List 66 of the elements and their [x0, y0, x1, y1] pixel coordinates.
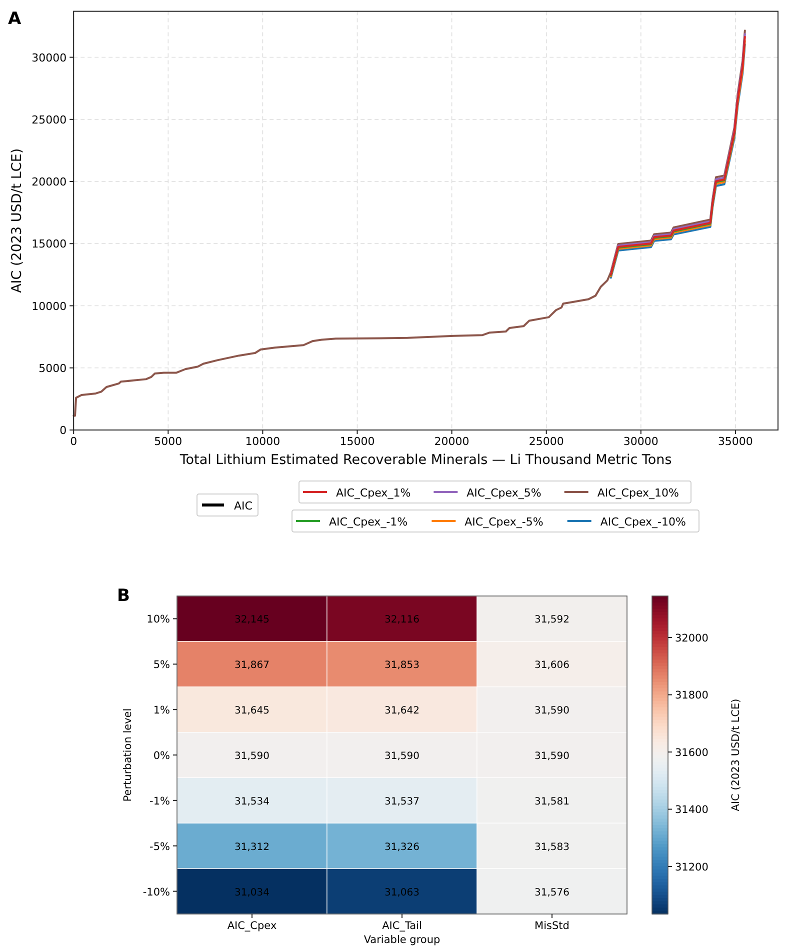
x-tick-label: 10000 [245, 435, 280, 448]
data-label: 31,537 [384, 796, 420, 808]
y-tick-label: 25000 [32, 113, 67, 126]
data-label: 31,312 [234, 842, 270, 853]
data-label: 31,592 [534, 614, 570, 626]
y-tick-label: 20000 [32, 176, 67, 189]
data-label: 31,590 [534, 706, 570, 717]
y-tick-label: -10% [142, 886, 170, 898]
data-label: 31,534 [234, 796, 270, 808]
data-label: 31,853 [384, 660, 420, 672]
color-bar-label: 32000 [675, 632, 708, 645]
color-bar-label: 31800 [675, 690, 708, 702]
legend-label: AIC_Cpex_-5% [464, 516, 544, 528]
x-tick-label: 20000 [434, 435, 470, 448]
y-tick-label: -1% [150, 795, 170, 808]
data-label: 32,145 [234, 614, 270, 626]
y-tick-label: 15000 [32, 238, 67, 251]
legend-label: AIC_Cpex_-1% [329, 516, 408, 528]
data-label: 31,642 [384, 706, 420, 717]
color-bar-label: 31400 [675, 804, 708, 816]
x-tick-label: 0 [70, 435, 78, 448]
x-axis-title: Variable group [364, 934, 440, 946]
line-series [72, 30, 746, 417]
data-label: 31,576 [534, 887, 570, 898]
data-label: 31,590 [534, 751, 570, 762]
y-axis-title: Perturbation level [122, 708, 134, 802]
y-tick-label: 30000 [32, 51, 67, 64]
data-label: 31,581 [534, 796, 570, 808]
y-tick-label: 0 [60, 424, 67, 437]
legend-label: AIC [234, 500, 253, 512]
y-tick-label: 10% [146, 614, 170, 626]
y-tick-label: 5% [153, 659, 170, 672]
data-label: 31,063 [384, 887, 420, 898]
data-label: 31,645 [234, 706, 270, 717]
chart-title: A [8, 9, 22, 29]
x-tick-label: 30000 [623, 435, 658, 448]
data-label: 31,034 [234, 887, 270, 898]
data-label: 31,590 [234, 751, 270, 762]
data-label: 31,590 [384, 751, 420, 762]
legend-label: AIC_Cpex_-10% [600, 516, 686, 528]
color-bar-title: AIC (2023 USD/t LCE) [730, 698, 742, 812]
legend-label: AIC_Cpex_5% [466, 486, 542, 500]
color-bar-label: 31600 [675, 746, 708, 759]
legend-label: AIC_Cpex_1% [336, 486, 411, 500]
x-tick-label: AIC_Tail [382, 920, 422, 932]
x-axis-title: Total Lithium Estimated Recoverable Minerals — Li Thousand Metric Tons [178, 452, 672, 468]
x-tick-label: AIC_Cpex [227, 920, 277, 932]
y-tick-label: 10000 [32, 300, 67, 313]
color-bar-label: 31200 [675, 861, 708, 874]
chart-title: B [117, 586, 130, 606]
y-axis-title: AIC (2023 USD/t LCE) [9, 148, 25, 293]
line-series [610, 132, 736, 276]
data-label: 31,867 [234, 660, 270, 672]
y-tick-label: 0% [153, 750, 170, 762]
y-tick-label: 5000 [38, 362, 67, 375]
data-label: 31,606 [534, 660, 570, 672]
data-label: 31,583 [534, 842, 570, 853]
x-tick-label: MisStd [534, 920, 570, 932]
x-tick-label: 25000 [528, 435, 564, 448]
data-label: 32,116 [384, 614, 420, 626]
y-tick-label: -5% [150, 840, 170, 853]
data-label: 31,326 [384, 842, 420, 853]
x-tick-label: 15000 [340, 435, 375, 448]
legend-label: AIC_Cpex_10% [597, 486, 679, 500]
y-tick-label: 1% [153, 704, 170, 717]
x-tick-label: 35000 [718, 435, 753, 448]
